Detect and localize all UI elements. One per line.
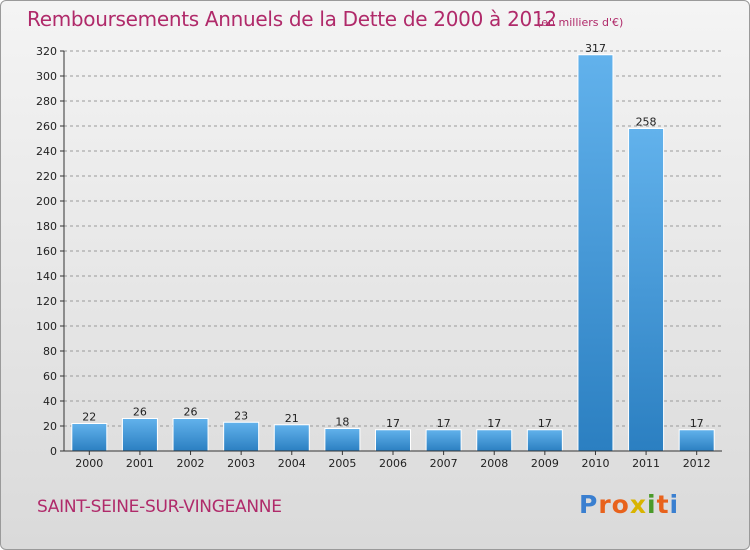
logo-letter: t bbox=[656, 490, 670, 519]
axes bbox=[60, 50, 722, 455]
y-tick-label: 200 bbox=[36, 195, 57, 208]
y-tick-label: 300 bbox=[36, 70, 57, 83]
data-label: 17 bbox=[437, 417, 451, 430]
y-tick-label: 60 bbox=[43, 370, 57, 383]
bar bbox=[526, 429, 563, 452]
y-tick-label: 120 bbox=[36, 295, 57, 308]
commune-name: SAINT-SEINE-SUR-VINGEANNE bbox=[37, 497, 282, 517]
x-tick-label: 2002 bbox=[177, 457, 205, 470]
grid-lines bbox=[64, 50, 722, 452]
data-label: 317 bbox=[585, 42, 606, 55]
y-tick-label: 40 bbox=[43, 395, 57, 408]
logo-letter: r bbox=[598, 490, 612, 519]
logo-letter: o bbox=[611, 490, 630, 519]
logo-letter: i bbox=[647, 490, 657, 519]
x-tick-label: 2009 bbox=[531, 457, 559, 470]
x-tick-label: 2006 bbox=[379, 457, 407, 470]
x-tick-label: 2003 bbox=[227, 457, 255, 470]
x-tick-label: 2008 bbox=[480, 457, 508, 470]
y-tick-label: 320 bbox=[36, 45, 57, 58]
y-tick-label: 260 bbox=[36, 120, 57, 133]
logo-letter: i bbox=[669, 490, 680, 519]
y-tick-label: 100 bbox=[36, 320, 57, 333]
y-tick-label: 240 bbox=[36, 145, 57, 158]
y-tick-label: 140 bbox=[36, 270, 57, 283]
x-tick-label: 2004 bbox=[278, 457, 306, 470]
y-tick-label: 280 bbox=[36, 95, 57, 108]
bar bbox=[71, 423, 108, 452]
logo-letter: x bbox=[629, 490, 647, 519]
data-label: 17 bbox=[386, 417, 400, 430]
data-label: 22 bbox=[82, 411, 96, 424]
bar bbox=[577, 54, 614, 452]
bar bbox=[375, 429, 411, 452]
labels: 0 20 40 60 80 100 120 140 160 180 200 220 240 260 280 3… bbox=[36, 42, 711, 470]
bar bbox=[172, 418, 209, 452]
bar bbox=[324, 428, 361, 452]
y-tick-label: 160 bbox=[36, 245, 57, 258]
chart-subtitle: (en milliers d'€) bbox=[537, 16, 624, 29]
bars bbox=[71, 54, 715, 452]
data-label: 17 bbox=[538, 417, 552, 430]
data-label: 258 bbox=[636, 116, 657, 129]
data-label: 18 bbox=[335, 416, 349, 429]
data-label: 26 bbox=[184, 406, 198, 419]
data-label: 21 bbox=[285, 412, 299, 425]
x-tick-label: 2000 bbox=[75, 457, 103, 470]
data-label: 26 bbox=[133, 406, 147, 419]
y-tick-label: 180 bbox=[36, 220, 57, 233]
x-tick-label: 2007 bbox=[430, 457, 458, 470]
bar bbox=[223, 421, 260, 452]
data-label: 17 bbox=[690, 417, 704, 430]
x-tick-label: 2011 bbox=[632, 457, 660, 470]
y-tick-label: 80 bbox=[43, 345, 57, 358]
data-label: 23 bbox=[234, 409, 248, 422]
proxiti-logo: Proxiti bbox=[579, 490, 679, 519]
y-tick-label: 0 bbox=[50, 445, 57, 458]
y-tick-label: 20 bbox=[43, 420, 57, 433]
bar bbox=[476, 429, 513, 452]
logo-letter: P bbox=[579, 490, 599, 519]
y-tick-label: 220 bbox=[36, 170, 57, 183]
data-label: 17 bbox=[487, 417, 501, 430]
bar bbox=[425, 429, 462, 452]
bar bbox=[678, 429, 715, 452]
x-tick-label: 2005 bbox=[328, 457, 356, 470]
chart-title: Remboursements Annuels de la Dette de 20… bbox=[27, 7, 557, 31]
bar bbox=[628, 128, 665, 452]
x-tick-label: 2012 bbox=[683, 457, 711, 470]
x-tick-label: 2001 bbox=[126, 457, 154, 470]
bar bbox=[121, 418, 158, 452]
bar bbox=[273, 424, 310, 452]
x-tick-label: 2010 bbox=[581, 457, 609, 470]
